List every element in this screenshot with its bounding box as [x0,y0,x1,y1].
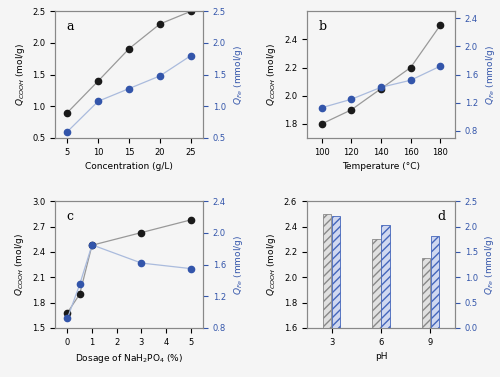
Y-axis label: $Q_{Fe}$ (mmol/g): $Q_{Fe}$ (mmol/g) [232,44,244,105]
Bar [332,216,340,328]
Text: a: a [67,20,74,33]
Bar [422,258,430,377]
Bar [372,239,380,377]
X-axis label: Dosage of NaH$_2$PO$_4$ (%): Dosage of NaH$_2$PO$_4$ (%) [75,352,183,365]
Y-axis label: $Q_{COOH}$ (mol/g): $Q_{COOH}$ (mol/g) [14,43,26,106]
Y-axis label: $Q_{COOH}$ (mol/g): $Q_{COOH}$ (mol/g) [266,43,278,106]
X-axis label: Temperature (°C): Temperature (°C) [342,162,420,171]
Y-axis label: $Q_{Fe}$ (mmol/g): $Q_{Fe}$ (mmol/g) [484,234,496,295]
Y-axis label: $Q_{COOH}$ (mol/g): $Q_{COOH}$ (mol/g) [266,233,278,296]
X-axis label: Concentration (g/L): Concentration (g/L) [85,162,173,171]
Y-axis label: $Q_{Fe}$ (mmol/g): $Q_{Fe}$ (mmol/g) [484,44,496,105]
Bar [323,214,331,377]
Text: d: d [437,210,446,223]
Text: b: b [318,20,327,33]
X-axis label: pH: pH [374,352,387,361]
Bar [382,225,390,328]
Y-axis label: $Q_{COOH}$ (mol/g): $Q_{COOH}$ (mol/g) [14,233,26,296]
Y-axis label: $Q_{Fe}$ (mmol/g): $Q_{Fe}$ (mmol/g) [232,234,244,295]
Text: c: c [67,210,74,223]
Bar [430,236,439,328]
